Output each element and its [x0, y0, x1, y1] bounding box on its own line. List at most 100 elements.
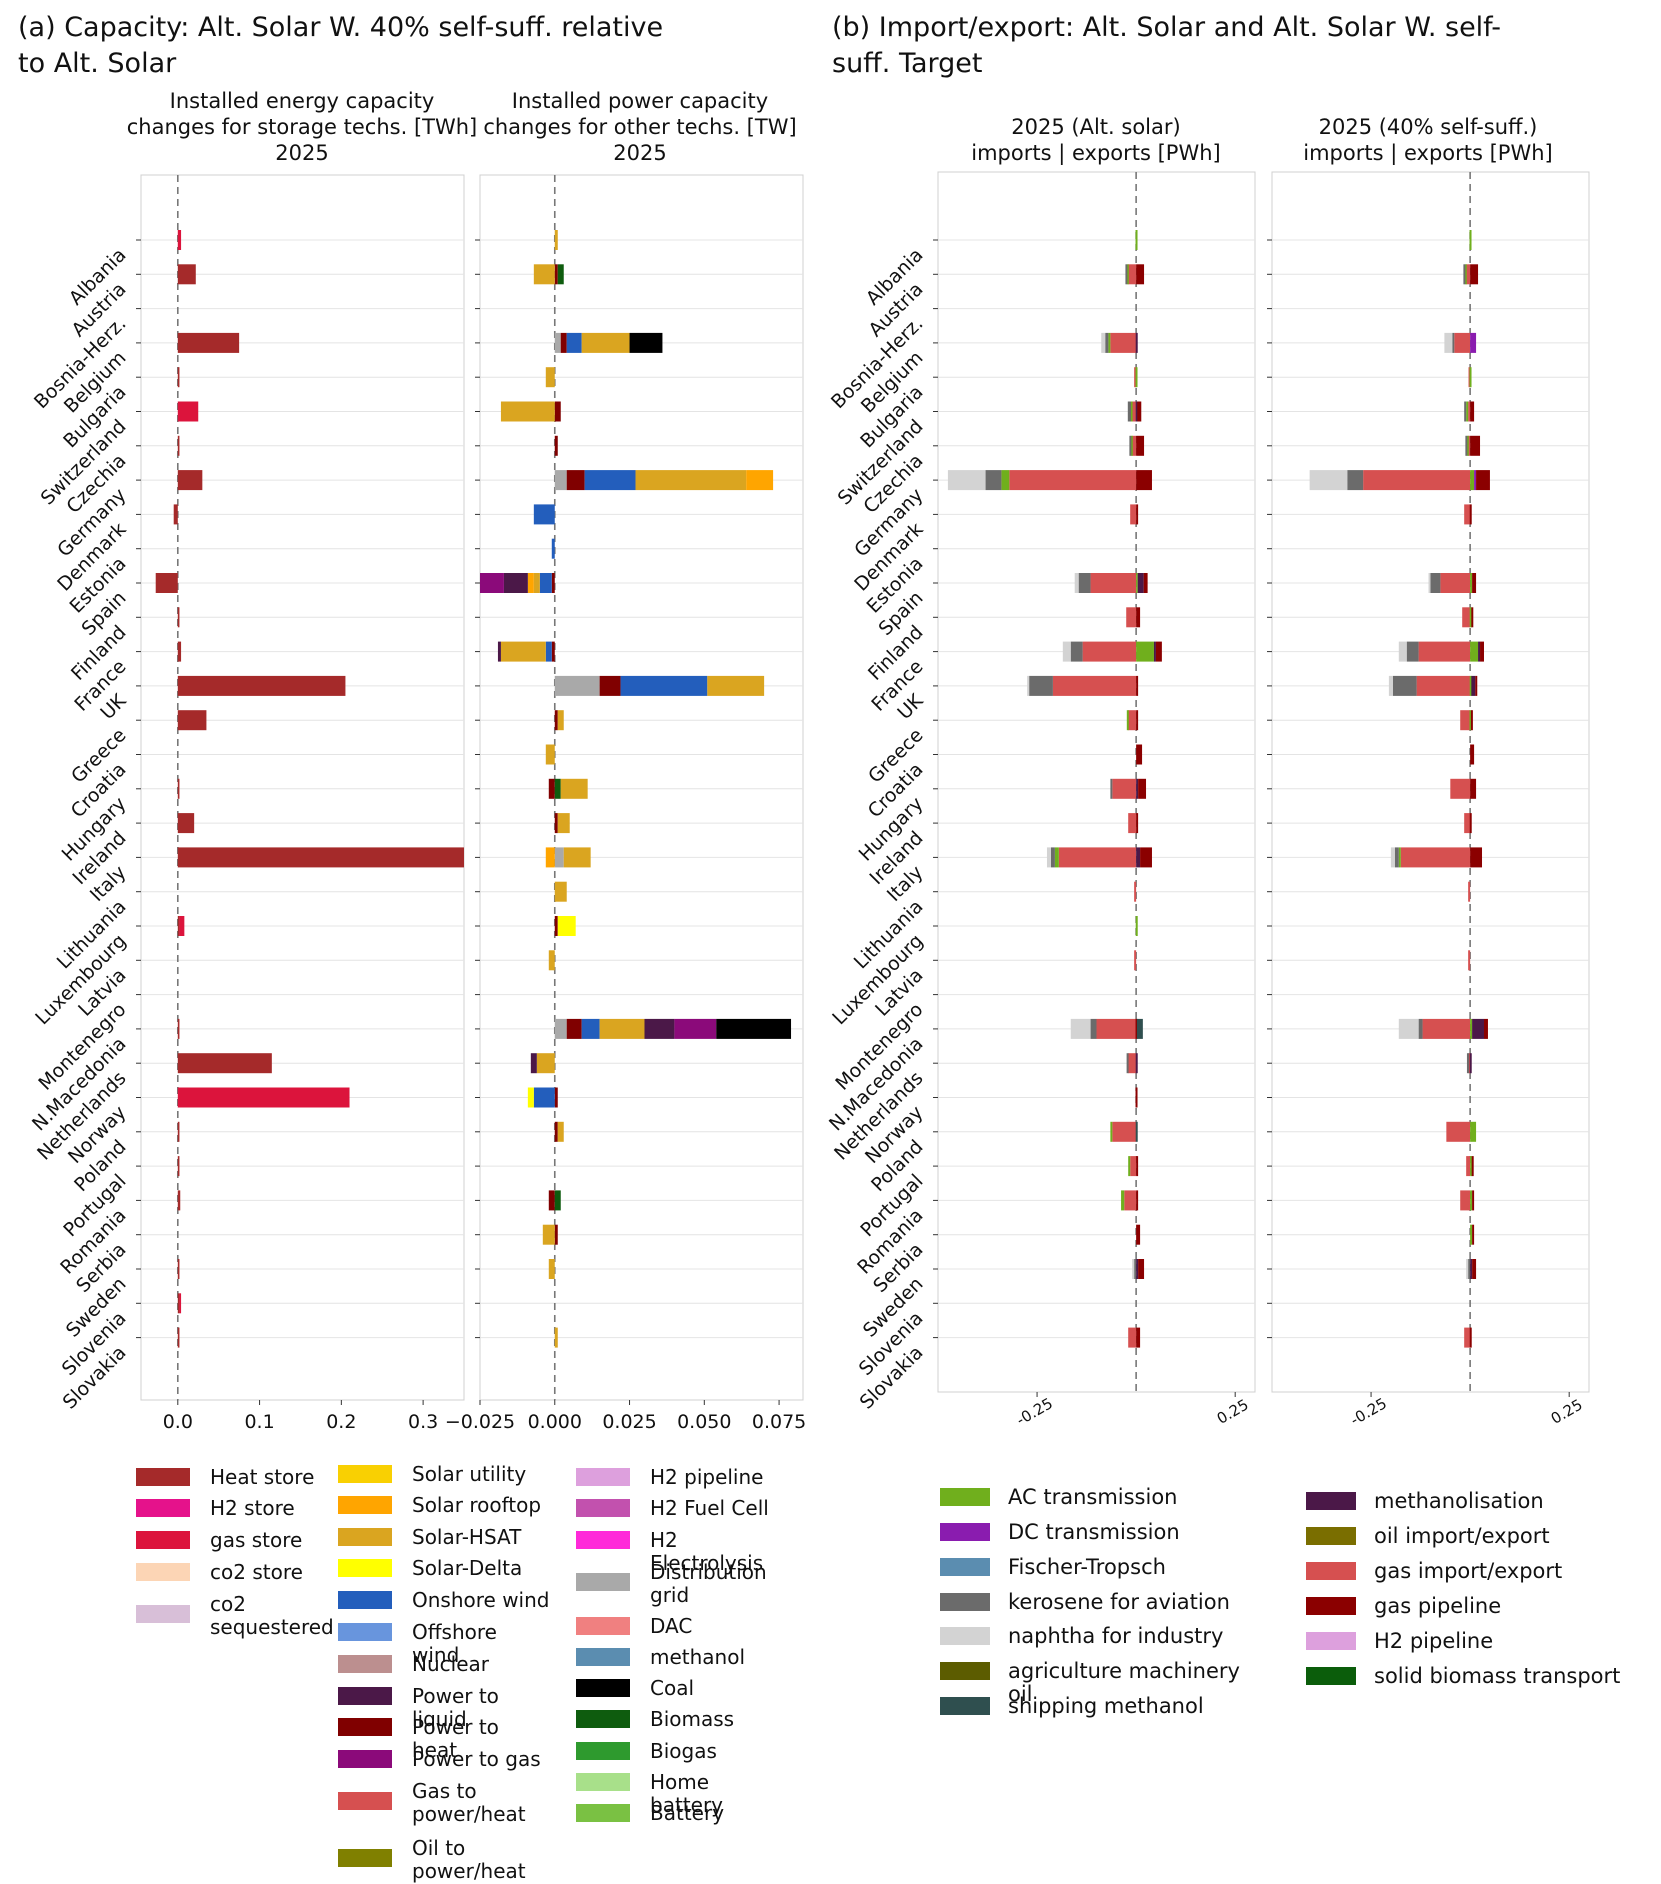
panel-b-title-line2: suff. Target	[832, 48, 983, 79]
imports_alt_solar-bar-gas-pipeline	[1136, 1190, 1139, 1211]
imports_alt_solar-bar-gas-pipeline	[1136, 264, 1145, 285]
storage-header-line1: Installed energy capacity	[169, 89, 435, 113]
imports_self_suff-bar-gas-pipeline	[1469, 504, 1472, 525]
storage-bar-heat-store	[173, 504, 178, 525]
storage-bar-heat-store	[177, 1293, 180, 1314]
imports_alt_solar-bar-ac-transmission	[1136, 641, 1154, 662]
power-bar-power-to-heat	[554, 401, 561, 422]
legend-b-item: oil import/export	[1306, 1525, 1646, 1548]
legend-swatch	[576, 1468, 630, 1486]
imports_self_suff-bar-ac-transmission	[1466, 401, 1469, 422]
imports_alt_solar-bar-gas-import-export	[1130, 504, 1137, 525]
imports_alt_solar-bar-methanolisation	[1137, 573, 1144, 593]
legend-label: Biomass	[650, 1707, 735, 1731]
imports_alt_solar-bar-kerosene-for-aviation	[1126, 1053, 1129, 1074]
imports_alt_solar-bar-shipping-methanol	[1136, 1018, 1143, 1039]
legend-a-item: gas store	[136, 1529, 326, 1552]
storage-bar-heat-store	[177, 1190, 181, 1211]
imports_self_suff-bar-ac-transmission	[1469, 607, 1472, 628]
power-bar-solar-hsat	[581, 332, 630, 353]
imports_self_suff-bar-kerosene-for-aviation	[1392, 675, 1417, 696]
legend-label: Solar-Delta	[412, 1556, 523, 1580]
imports_self_suff-bar-gas-import-export	[1468, 881, 1471, 902]
imports_self_suff-bar-kerosene-for-aviation	[1394, 847, 1399, 868]
storage-chart-header: Installed energy capacity changes for st…	[92, 88, 512, 166]
imports_self_suff-bar-naphtha-for-industry	[1388, 675, 1393, 696]
storage-xtick-label: 0.1	[244, 1411, 274, 1433]
legend-swatch	[576, 1648, 630, 1666]
imports_alt_solar-bar-shipping-methanol	[1135, 1121, 1138, 1142]
imports_self_suff-bar-kerosene-for-aviation	[1452, 332, 1455, 353]
legend-a-item: Onshore wind	[338, 1589, 550, 1612]
power-bar-power-to-heat	[554, 916, 558, 936]
power-bar-onshore-wind	[581, 1018, 600, 1039]
legend-swatch	[576, 1499, 630, 1517]
legend-b-item: shipping methanol	[940, 1695, 1270, 1718]
imports_self_suff-bar-gas-pipeline	[1470, 847, 1483, 868]
storage-bar-heat-store	[177, 1327, 180, 1348]
imports_alt_solar-bar-gas-pipeline	[1136, 435, 1145, 456]
legend-a-item: Nuclear	[338, 1653, 550, 1676]
imports_alt_solar-xtick-label: 0.25	[1214, 1396, 1252, 1428]
imports_alt_solar-bar-kerosene-for-aviation	[1070, 641, 1083, 662]
imports_self_suff-bar-ac-transmission	[1464, 264, 1467, 285]
imports_alt_solar-bar-gas-pipeline	[1136, 470, 1152, 491]
power-bar-solar-hsat	[548, 950, 555, 971]
legend-label: Onshore wind	[412, 1588, 550, 1612]
legend-label: co2 store	[210, 1560, 303, 1584]
storage-bar-gas-store	[177, 230, 182, 250]
power-bar-solar-hsat	[599, 1018, 645, 1039]
storage-bar-heat-store	[177, 778, 180, 799]
storage-xtick-label: 0.2	[326, 1411, 356, 1433]
power-bar-onshore-wind	[584, 470, 636, 491]
imports_alt_solar-bar-naphtha-for-industry	[1132, 1259, 1135, 1279]
imports_alt_solar-bar-gas-pipeline	[1136, 504, 1139, 525]
storage-bar-heat-store	[177, 1018, 180, 1039]
imports_self_suff-bar-gas-import-export	[1464, 813, 1471, 834]
power-bar-biomass	[554, 1190, 561, 1211]
imports_self_suff-bar-gas-pipeline	[1472, 1259, 1477, 1279]
power-bar-biomass	[557, 264, 564, 285]
power-bar-solar-hsat	[557, 710, 564, 731]
legend-label: H2 Electrolysis	[650, 1528, 764, 1575]
storage-bar-heat-store	[177, 641, 182, 662]
imports_self_suff-bar-methanolisation	[1469, 1053, 1472, 1074]
legend-label: kerosene for aviation	[1008, 1590, 1230, 1614]
imports_alt_solar-bar-kerosene-for-aviation	[1125, 264, 1128, 285]
legend-swatch	[338, 1496, 392, 1514]
imports_alt_solar-bar-ac-transmission	[1126, 264, 1129, 285]
legend-b-item: agriculture machinery oil	[940, 1660, 1270, 1706]
imports_self_suff-bar-ac-transmission	[1470, 1224, 1473, 1245]
power-bar-power-to-gas	[674, 1018, 717, 1039]
imports_self_suff-bar-ac-transmission	[1469, 367, 1472, 388]
imports_self_suff-bar-kerosene-for-aviation	[1430, 573, 1441, 593]
imports_alt_solar-bar-methanolisation	[1136, 778, 1139, 799]
imports_alt_solar-bar-gas-pipeline	[1138, 1259, 1145, 1279]
imports_alt_solar-bar-gas-pipeline	[1136, 675, 1139, 696]
imports_self_suff-bar-kerosene-for-aviation	[1463, 264, 1466, 285]
legend-swatch	[940, 1662, 990, 1680]
imports_self_suff-bar-gas-import-export	[1422, 1018, 1471, 1039]
power-bar-distribution-grid	[554, 675, 600, 696]
legend-label: H2 Fuel Cell	[650, 1496, 769, 1520]
legend-swatch	[338, 1687, 392, 1705]
imports_alt_solar-bar-gas-import-export	[1128, 264, 1137, 285]
imports_self_suff-bar-gas-pipeline	[1471, 607, 1474, 628]
power-bar-solar-hsat	[545, 744, 555, 765]
imports_alt_solar-bar-gas-pipeline	[1136, 744, 1143, 765]
legend-label: Power to gas	[412, 1747, 541, 1771]
legend-swatch	[136, 1563, 190, 1581]
panel-a-title-line2: to Alt. Solar	[18, 48, 177, 79]
power-bar-solar-hsat	[554, 881, 567, 902]
imports_self_suff-bar-ac-transmission	[1469, 710, 1472, 731]
imports_alt_solar-bar-methanolisation	[1136, 847, 1141, 868]
imports_self_suff-bar-gas-pipeline	[1470, 744, 1475, 765]
storage-header-line3: 2025	[275, 141, 329, 165]
power-xtick-label: 0.000	[528, 1411, 582, 1433]
legend-swatch	[338, 1792, 392, 1810]
storage-bar-heat-store	[177, 847, 464, 868]
power-xtick-label: 0.050	[677, 1411, 731, 1433]
storage-bar-heat-store	[177, 367, 180, 388]
storage-bar-heat-store	[177, 1156, 180, 1177]
storage-bar-heat-store	[177, 470, 203, 491]
